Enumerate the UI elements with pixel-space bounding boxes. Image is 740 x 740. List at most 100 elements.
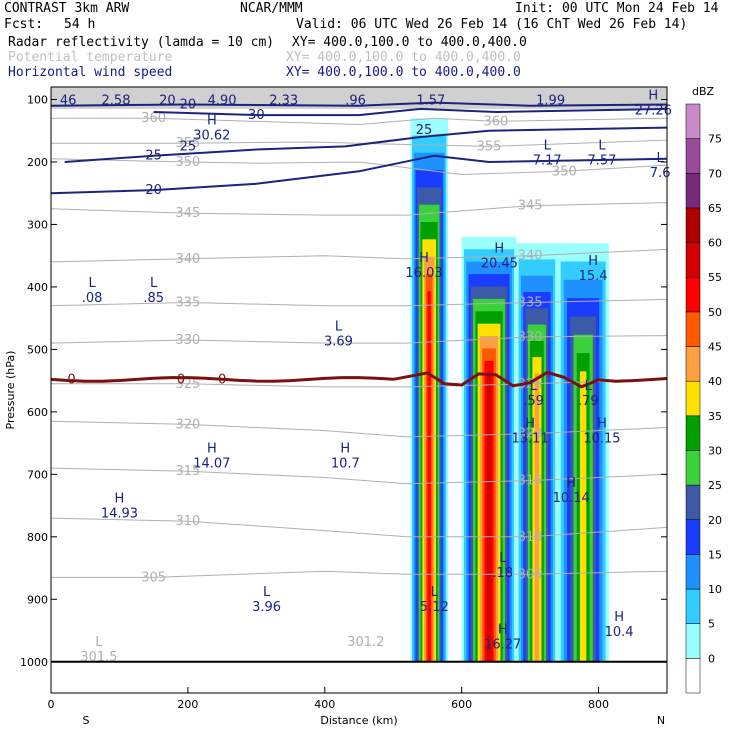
theta-label-345: 345 (175, 206, 200, 221)
colorbar-label-10: 10 (708, 583, 722, 596)
x-tick-label-0: 0 (48, 698, 55, 711)
top-band-value-1: 2.58 (102, 93, 131, 108)
field1-xy: XY= 400.0,100.0 to 400.0,400.0 (292, 35, 527, 50)
theta-label-330: 330 (175, 333, 200, 348)
extremum-type-5: H (588, 254, 598, 269)
extremum-type-3: H (419, 251, 429, 266)
colorbar-label-20: 20 (708, 514, 722, 527)
theta-label-310: 310 (175, 514, 200, 529)
extremum-type-7: L (598, 138, 606, 153)
center-label: NCAR/MMM (240, 1, 303, 16)
theta-label-360-b: 360 (483, 114, 508, 129)
top-band-value-0: 46 (60, 93, 77, 108)
colorbar-swatch-10 (685, 311, 701, 347)
extremum-value-12: 10.7 (331, 456, 360, 471)
extremum-value-14: 3.96 (252, 600, 281, 615)
extremum-value-2: 3.69 (324, 335, 353, 350)
colorbar-label-40: 40 (708, 375, 722, 388)
init-label: Init: 00 UTC Mon 24 Feb 14 (515, 1, 719, 16)
reflectivity-cell-1-level-11 (486, 373, 492, 662)
x-axis-title: Distance (km) (320, 714, 397, 727)
theta-contour-325 (51, 378, 668, 388)
extremum-type-13: H (115, 491, 125, 506)
y-tick-label-600: 600 (27, 406, 48, 419)
extremum-value-20: 10.15 (583, 431, 620, 446)
colorbar-swatch-12 (685, 242, 701, 278)
extremum-type-12: H (340, 441, 350, 456)
reflectivity-cell-0-level-10 (427, 291, 431, 662)
colorbar-label-50: 50 (708, 306, 722, 319)
y-tick-label-500: 500 (27, 343, 48, 356)
theta-contour-355 (51, 139, 668, 147)
top-band-value-5: .96 (345, 93, 366, 108)
theta-label-305: 305 (141, 570, 166, 585)
extremum-type-2: L (335, 320, 343, 335)
wind-label-2: 30 (248, 108, 265, 123)
colorbar-label-35: 35 (708, 410, 722, 423)
top-band-value-4: 2.33 (269, 93, 298, 108)
extremum-value-22: .59 (523, 394, 544, 409)
extremum-type-8: L (657, 151, 665, 166)
top-band-value-3: 4.90 (208, 93, 237, 108)
extremum-value-18: 10.4 (605, 625, 634, 640)
extremum-type-1: L (150, 276, 158, 291)
theta-label-355-b: 355 (477, 139, 502, 154)
field2-label: Potential temperature (8, 50, 173, 65)
y-tick-label-100: 100 (27, 93, 48, 106)
extremum-value-10: 27.26 (635, 103, 672, 118)
y-tick-label-800: 800 (27, 531, 48, 544)
freezing-level-label-0: 0 (67, 372, 75, 387)
stratosphere-band (51, 87, 667, 109)
x-end-label-left: S (83, 714, 90, 727)
y-tick-label-400: 400 (27, 281, 48, 294)
x-end-label-right: N (657, 714, 665, 727)
top-band-value-2: 20 (159, 93, 176, 108)
theta-label-310-b: 310 (518, 530, 543, 545)
extremum-value-0: .08 (82, 291, 103, 306)
other-label-1: 25 (180, 140, 197, 155)
y-tick-label-300: 300 (27, 218, 48, 231)
wind-contour-2 (153, 107, 668, 117)
wind-contour-1 (64, 126, 668, 163)
colorbar-swatch-0 (685, 658, 701, 694)
theta-contour-335 (50, 298, 668, 307)
theta-label-350-b: 350 (552, 164, 577, 179)
theta-label-350: 350 (175, 155, 200, 170)
wind-label-0: 20 (145, 183, 162, 198)
freezing-level-label-2: 0 (218, 372, 226, 387)
extremum-value-9: 30.62 (193, 128, 230, 143)
valid-label: Valid: 06 UTC Wed 26 Feb 14 (16 ChT Wed … (296, 17, 688, 32)
extremum-value-15: 301.5 (80, 650, 117, 665)
theta-label-325: 325 (175, 377, 200, 392)
field3-label: Horizontal wind speed (8, 65, 173, 80)
colorbar-swatch-4 (685, 519, 701, 555)
theta-label-320-b: 320 (518, 427, 543, 442)
theta-contour-320 (50, 420, 668, 438)
extremum-value-21: 10.14 (553, 491, 590, 506)
extremum-value-6: 7.17 (533, 153, 562, 168)
y-tick-label-900: 900 (27, 593, 48, 606)
colorbar-label-55: 55 (708, 271, 722, 284)
colorbar-label-5: 5 (708, 618, 715, 631)
y-tick-label-1000: 1000 (20, 656, 48, 669)
extremum-value-3: 16.03 (405, 266, 442, 281)
extremum-type-18: H (614, 610, 624, 625)
extremum-type-14: L (263, 585, 271, 600)
extremum-value-23: .79 (578, 394, 599, 409)
wind-label-3: 20 (180, 97, 197, 112)
theta-label-305-b: 305 (518, 567, 543, 582)
extremum-type-11: H (207, 441, 217, 456)
extremum-type-20: H (597, 416, 607, 431)
x-tick-label-600: 600 (451, 698, 472, 711)
extremum-value-13: 14.93 (101, 506, 138, 521)
extremum-type-24: L (499, 551, 507, 566)
extremum-type-4: H (494, 242, 504, 257)
freezing-level-line (50, 370, 668, 389)
theta-contour-340 (50, 248, 668, 263)
y-tick-label-200: 200 (27, 156, 48, 169)
extremum-type-10: H (648, 88, 658, 103)
theta-label-355: 355 (175, 136, 200, 151)
x-tick-label-200: 200 (177, 698, 198, 711)
theta-label-315-b: 315 (518, 474, 543, 489)
